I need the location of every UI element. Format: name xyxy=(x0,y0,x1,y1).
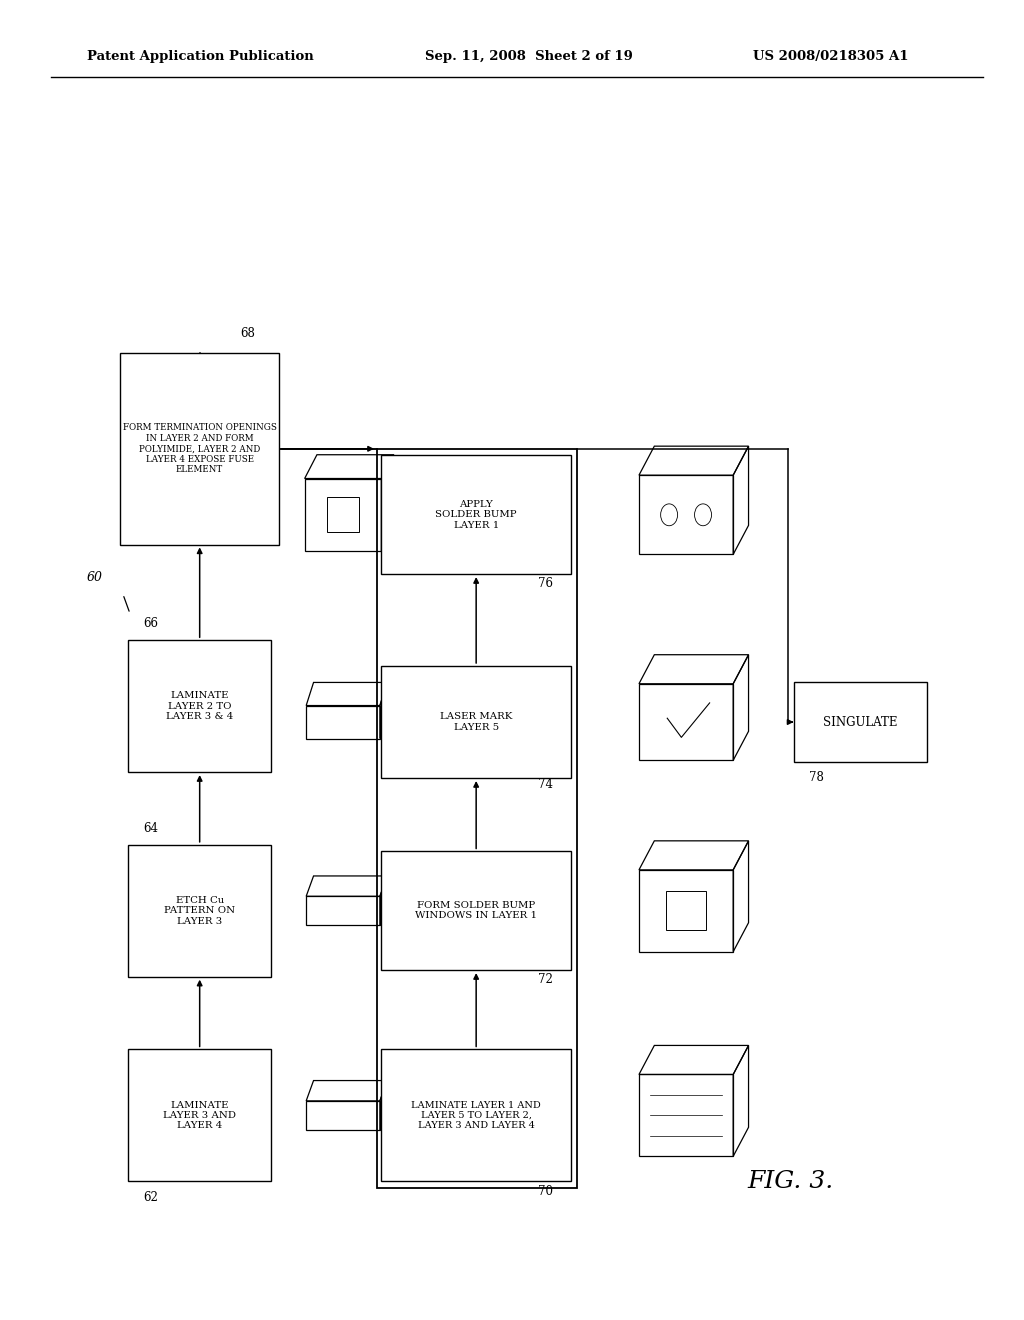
Text: US 2008/0218305 A1: US 2008/0218305 A1 xyxy=(753,50,908,63)
Text: FIG. 3.: FIG. 3. xyxy=(748,1170,834,1193)
Text: Sep. 11, 2008  Sheet 2 of 19: Sep. 11, 2008 Sheet 2 of 19 xyxy=(425,50,633,63)
Text: 64: 64 xyxy=(143,821,159,834)
Text: LASER MARK
LAYER 5: LASER MARK LAYER 5 xyxy=(440,713,512,731)
Text: FORM SOLDER BUMP
WINDOWS IN LAYER 1: FORM SOLDER BUMP WINDOWS IN LAYER 1 xyxy=(415,902,538,920)
Text: 60: 60 xyxy=(87,570,103,583)
Text: 76: 76 xyxy=(538,577,553,590)
FancyBboxPatch shape xyxy=(382,1049,571,1181)
Text: LAMINATE
LAYER 2 TO
LAYER 3 & 4: LAMINATE LAYER 2 TO LAYER 3 & 4 xyxy=(166,692,233,721)
Text: ETCH Cu
PATTERN ON
LAYER 3: ETCH Cu PATTERN ON LAYER 3 xyxy=(164,896,236,925)
FancyBboxPatch shape xyxy=(121,352,279,544)
FancyBboxPatch shape xyxy=(382,665,571,777)
FancyBboxPatch shape xyxy=(128,1049,271,1181)
Text: FORM TERMINATION OPENINGS
IN LAYER 2 AND FORM
POLYIMIDE, LAYER 2 AND
LAYER 4 EXP: FORM TERMINATION OPENINGS IN LAYER 2 AND… xyxy=(123,424,276,474)
Text: LAMINATE LAYER 1 AND
LAYER 5 TO LAYER 2,
LAYER 3 AND LAYER 4: LAMINATE LAYER 1 AND LAYER 5 TO LAYER 2,… xyxy=(412,1101,541,1130)
Text: 68: 68 xyxy=(241,326,256,339)
Text: SINGULATE: SINGULATE xyxy=(823,715,897,729)
FancyBboxPatch shape xyxy=(128,640,271,772)
Text: Patent Application Publication: Patent Application Publication xyxy=(87,50,313,63)
Text: 62: 62 xyxy=(143,1191,159,1204)
FancyBboxPatch shape xyxy=(382,455,571,574)
FancyBboxPatch shape xyxy=(794,682,927,762)
Text: 74: 74 xyxy=(538,777,553,791)
FancyBboxPatch shape xyxy=(128,845,271,977)
FancyBboxPatch shape xyxy=(382,851,571,970)
Text: 78: 78 xyxy=(809,771,824,784)
Text: LAMINATE
LAYER 3 AND
LAYER 4: LAMINATE LAYER 3 AND LAYER 4 xyxy=(163,1101,237,1130)
Text: APPLY
SOLDER BUMP
LAYER 1: APPLY SOLDER BUMP LAYER 1 xyxy=(435,500,517,529)
Text: 70: 70 xyxy=(538,1184,553,1197)
Text: 72: 72 xyxy=(538,973,553,986)
Text: 66: 66 xyxy=(143,616,159,630)
